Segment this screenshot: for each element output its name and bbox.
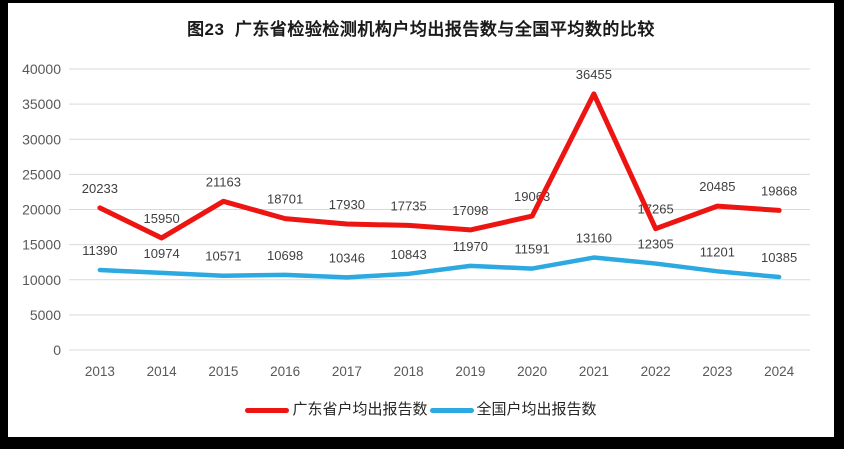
data-label: 18701	[267, 192, 303, 207]
x-tick-label: 2013	[85, 364, 115, 379]
chart-legend: 广东省户均出报告数 全国户均出报告数	[8, 399, 834, 421]
x-tick-label: 2024	[764, 364, 795, 379]
data-label: 10346	[329, 250, 365, 265]
data-label: 13160	[576, 231, 612, 246]
legend-item-guangdong: 广东省户均出报告数	[245, 400, 428, 420]
data-label: 17930	[329, 197, 365, 212]
legend-label-national: 全国户均出报告数	[476, 401, 597, 418]
data-label: 10843	[391, 247, 427, 262]
series-line-1	[97, 255, 782, 280]
chart-canvas	[8, 3, 834, 437]
legend-item-national: 全国户均出报告数	[429, 400, 597, 420]
x-tick-label: 2017	[332, 364, 362, 379]
data-label: 21163	[206, 174, 241, 189]
y-tick-label: 15000	[22, 237, 61, 253]
data-label: 17098	[452, 203, 488, 218]
data-label: 19868	[761, 183, 797, 198]
x-tick-label: 2016	[270, 364, 300, 379]
data-label: 15950	[144, 211, 180, 226]
y-tick-label: 40000	[22, 61, 61, 77]
x-tick-label: 2020	[517, 364, 547, 379]
y-tick-label: 30000	[22, 131, 61, 147]
y-tick-label: 0	[53, 342, 61, 358]
data-label: 11970	[453, 239, 488, 254]
data-label: 36455	[576, 67, 612, 82]
x-tick-label: 2014	[147, 364, 178, 379]
data-label: 20485	[699, 179, 735, 194]
y-tick-label: 20000	[22, 202, 61, 218]
y-tick-label: 35000	[22, 96, 61, 112]
x-tick-label: 2019	[455, 364, 485, 379]
x-tick-label: 2022	[641, 364, 671, 379]
data-label: 17735	[391, 198, 427, 213]
y-tick-label: 10000	[22, 272, 61, 288]
legend-label-guangdong: 广东省户均出报告数	[292, 401, 428, 418]
y-tick-label: 5000	[30, 307, 61, 323]
x-tick-label: 2023	[702, 364, 732, 379]
x-tick-label: 2021	[579, 364, 609, 379]
data-label: 10385	[761, 250, 797, 265]
data-label: 11390	[82, 243, 117, 258]
series-line-0	[97, 91, 782, 241]
data-label: 10571	[205, 249, 241, 264]
legend-blue-line-icon	[429, 407, 474, 413]
data-label: 10974	[144, 246, 180, 261]
x-tick-label: 2015	[208, 364, 238, 379]
legend-red-line-icon	[245, 407, 290, 413]
data-label: 20233	[82, 181, 118, 196]
x-tick-label: 2018	[394, 364, 424, 379]
chart-title: 图23 广东省检验检测机构户均出报告数与全国平均数的比较	[187, 20, 655, 39]
data-label: 11591	[515, 242, 550, 257]
data-label: 11201	[700, 244, 735, 259]
y-tick-label: 25000	[22, 166, 61, 182]
data-label: 12305	[638, 237, 674, 252]
data-label: 10698	[267, 248, 303, 263]
